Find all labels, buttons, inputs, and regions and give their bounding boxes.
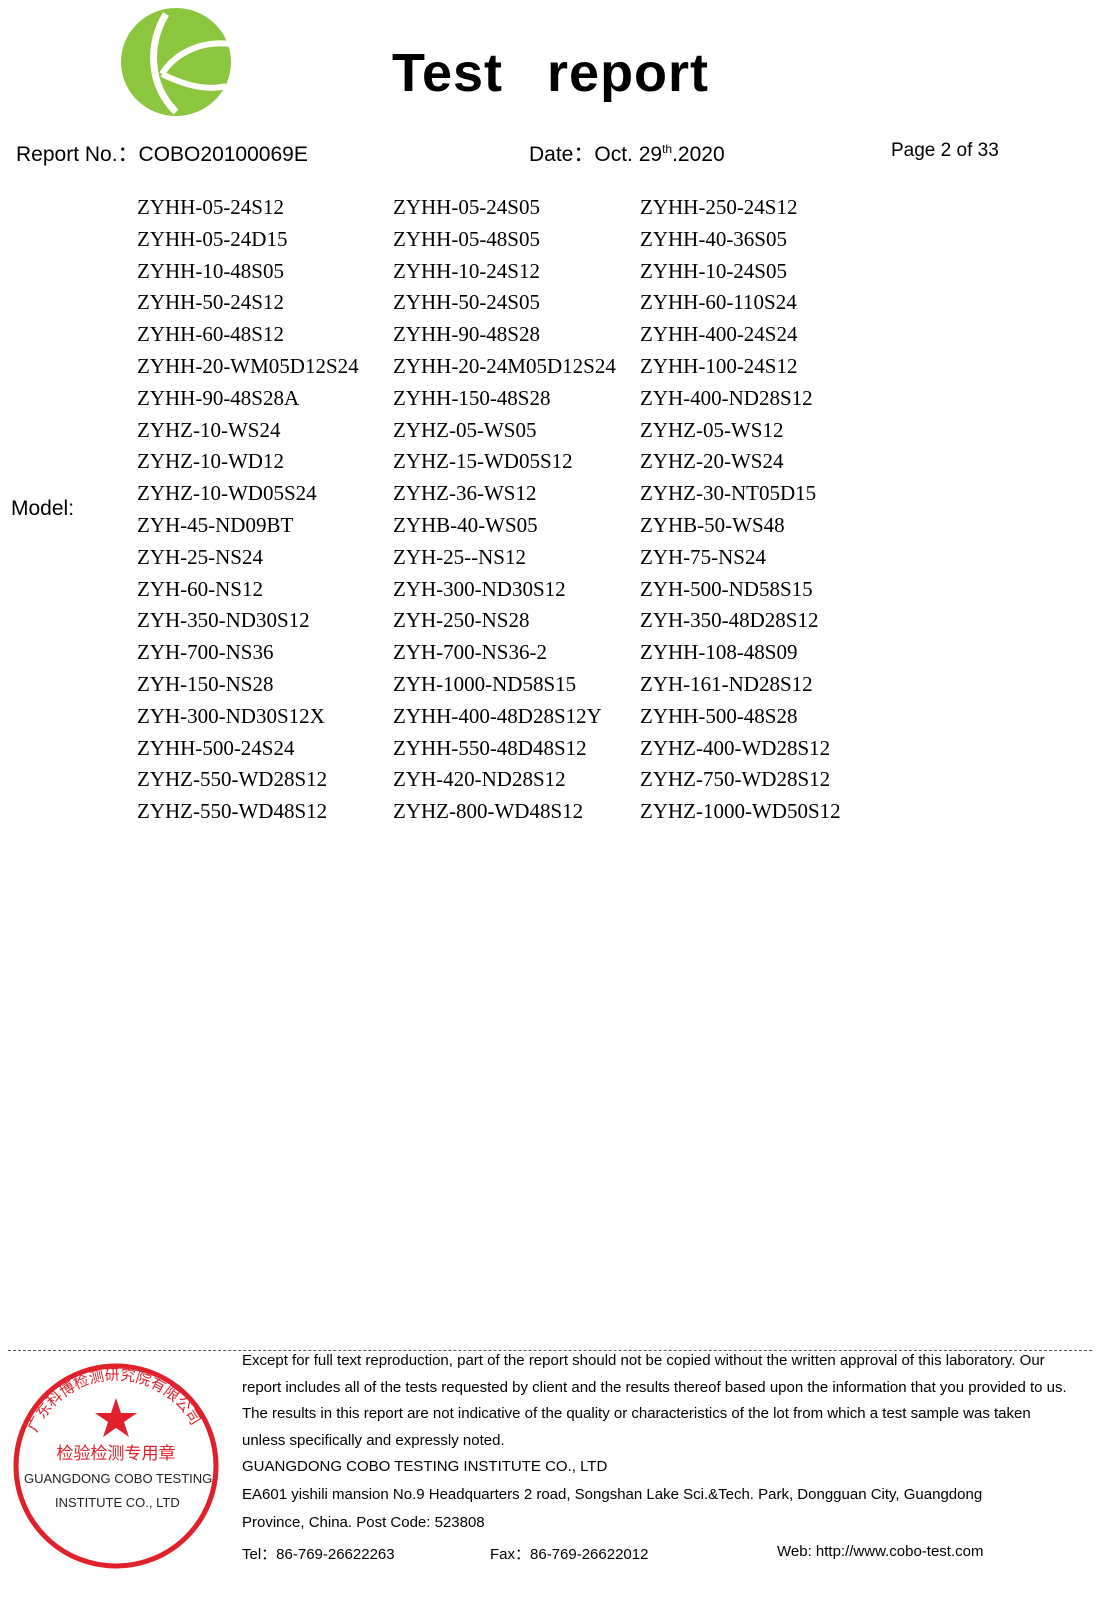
model-cell: ZYHB-40-WS05: [393, 513, 538, 537]
model-cell: ZYHH-05-24S12: [137, 195, 284, 219]
model-cell: ZYH-500-ND58S15: [640, 576, 813, 601]
model-cell: ZYHH-20-WM05D12S24: [137, 354, 359, 378]
model-cell: ZYHH-90-48S28A: [137, 385, 300, 410]
model-cell: ZYHH-05-24D15: [137, 226, 288, 251]
model-label: Model:: [11, 497, 75, 520]
model-cell: ZYH-75-NS24: [640, 544, 766, 569]
model-cell: ZYHZ-10-WS24: [137, 417, 281, 442]
model-cell: ZYHH-108-48S09: [640, 640, 798, 665]
page-number: Page 2 of 33: [891, 140, 999, 161]
model-cell: ZYHH-20-24M05D12S24: [393, 354, 616, 378]
model-cell: ZYHZ-550-WD48S12: [137, 799, 328, 824]
model-cell: ZYHH-150-48S28: [393, 385, 551, 410]
model-cell: ZYHZ-15-WD05S12: [393, 449, 573, 474]
model-cell: ZYH-300-ND30S12: [393, 576, 566, 601]
model-cell: ZYHH-10-24S12: [393, 258, 540, 283]
model-cell: ZYHZ-1000-WD50S12: [640, 799, 841, 824]
model-cell: ZYHZ-800-WD48S12: [393, 799, 584, 824]
model-cell: ZYH-150-NS28: [137, 672, 274, 696]
model-cell: ZYHH-05-24S05: [393, 195, 540, 219]
model-cell: ZYHH-50-24S12: [137, 290, 284, 315]
model-cell: ZYHB-50-WS48: [640, 513, 785, 537]
cobo-logo: [121, 8, 231, 116]
model-cell: ZYHH-550-48D48S12: [393, 735, 587, 760]
footer-line: EA601 yishili mansion No.9 Headquarters …: [242, 1486, 983, 1503]
model-cell: ZYH-300-ND30S12X: [137, 703, 325, 728]
report-date: Date：Oct. 29th.2020: [529, 142, 725, 166]
model-cell: ZYH-400-ND28S12: [640, 385, 813, 410]
company-seal-stamp: 广东科博检测研究院有限公司 检验检测专用章: [13, 1363, 219, 1569]
model-cell: ZYH-60-NS12: [137, 576, 263, 601]
footer-line: GUANGDONG COBO TESTING INSTITUTE CO., LT…: [242, 1458, 608, 1475]
model-cell: ZYH-420-ND28S12: [393, 767, 566, 792]
model-cell: ZYHZ-30-NT05D15: [640, 481, 817, 506]
model-cell: ZYH-45-ND09BT: [137, 513, 294, 537]
model-cell: ZYHH-500-48S28: [640, 703, 798, 728]
model-cell: ZYHH-05-48S05: [393, 226, 540, 251]
model-cell: ZYHH-10-24S05: [640, 258, 787, 283]
svg-text:检验检测专用章: 检验检测专用章: [57, 1444, 176, 1464]
model-cell: ZYH-700-NS36-2: [393, 640, 547, 665]
model-cell: ZYHH-60-48S12: [137, 322, 284, 347]
model-cell: ZYHH-10-48S05: [137, 258, 284, 283]
model-cell: ZYHZ-20-WS24: [640, 449, 784, 474]
model-cell: ZYHH-500-24S24: [137, 735, 295, 760]
model-cell: ZYH-1000-ND58S15: [393, 672, 577, 696]
footer-web[interactable]: Web: http://www.cobo-test.com: [777, 1543, 984, 1560]
footer-fax: Fax：86-769-26622012: [490, 1546, 649, 1563]
model-cell: ZYHH-60-110S24: [640, 290, 797, 315]
model-cell: ZYHZ-10-WD12: [137, 449, 284, 474]
footer-line: The results in this report are not indic…: [242, 1405, 1031, 1422]
stamp-overlay-line2: INSTITUTE CO., LTD: [55, 1495, 180, 1510]
model-cell: ZYHH-400-48D28S12Y: [393, 703, 602, 728]
footer-tel: Tel：86-769-26622263: [242, 1546, 395, 1563]
footer-line: unless specifically and expressly noted.: [242, 1432, 505, 1449]
model-cell: ZYHZ-400-WD28S12: [640, 735, 831, 760]
footer-divider: [8, 1350, 1092, 1351]
model-cell: ZYHH-40-36S05: [640, 226, 787, 251]
footer-line: Province, China. Post Code: 523808: [242, 1514, 485, 1531]
model-cell: ZYHZ-05-WS12: [640, 417, 784, 442]
model-cell: ZYHH-90-48S28: [393, 322, 540, 347]
report-number: Report No.：COBO20100069E: [16, 143, 308, 166]
footer-line: Except for full text reproduction, part …: [242, 1352, 1045, 1369]
model-cell: ZYH-700-NS36: [137, 640, 274, 665]
model-cell: ZYHZ-750-WD28S12: [640, 767, 831, 792]
model-cell: ZYHZ-36-WS12: [393, 481, 537, 506]
model-cell: ZYHH-50-24S05: [393, 290, 540, 315]
model-cell: ZYH-350-48D28S12: [640, 608, 819, 633]
model-cell: ZYH-350-ND30S12: [137, 608, 310, 633]
model-cell: ZYH-161-ND28S12: [640, 672, 813, 696]
page-title: Test report: [392, 43, 710, 103]
model-cell: ZYHZ-550-WD28S12: [137, 767, 328, 792]
model-cell: ZYH-250-NS28: [393, 608, 530, 633]
stamp-overlay-line1: GUANGDONG COBO TESTING: [24, 1471, 213, 1486]
model-cell: ZYH-25--NS12: [393, 544, 526, 569]
model-cell: ZYHZ-10-WD05S24: [137, 481, 317, 506]
model-cell: ZYHH-100-24S12: [640, 354, 798, 378]
footer-line: report includes all of the tests request…: [242, 1379, 1067, 1396]
model-cell: ZYHZ-05-WS05: [393, 417, 537, 442]
model-cell: ZYHH-400-24S24: [640, 322, 798, 347]
model-cell: ZYHH-250-24S12: [640, 195, 798, 219]
model-cell: ZYH-25-NS24: [137, 544, 263, 569]
